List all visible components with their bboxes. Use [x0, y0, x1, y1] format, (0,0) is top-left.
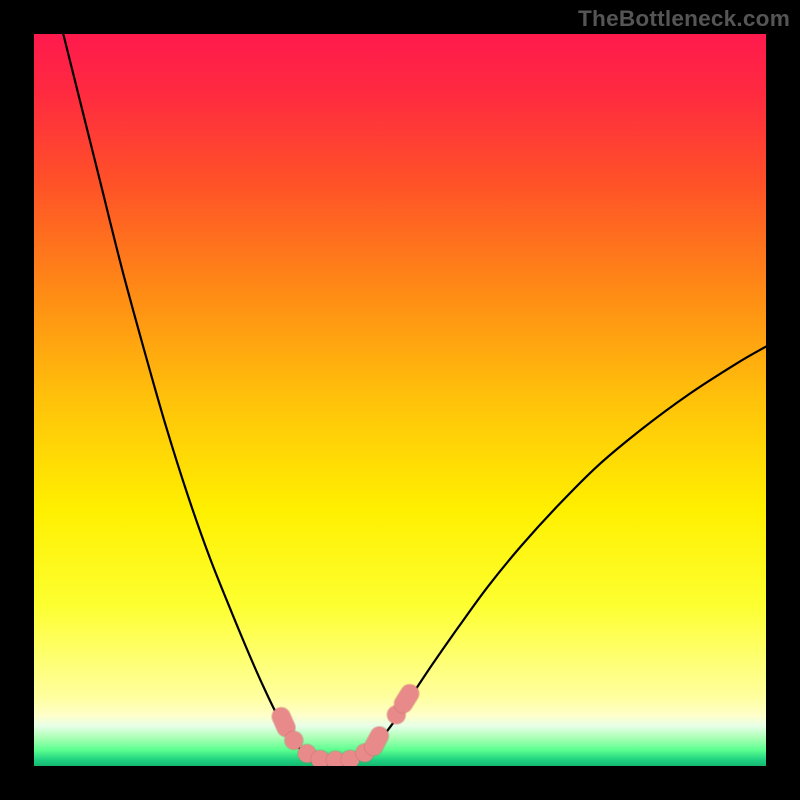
plot-area — [34, 34, 766, 766]
bottleneck-curve-chart — [34, 34, 766, 766]
watermark-text: TheBottleneck.com — [578, 6, 790, 32]
chart-frame: TheBottleneck.com — [0, 0, 800, 800]
gradient-background — [34, 34, 766, 766]
